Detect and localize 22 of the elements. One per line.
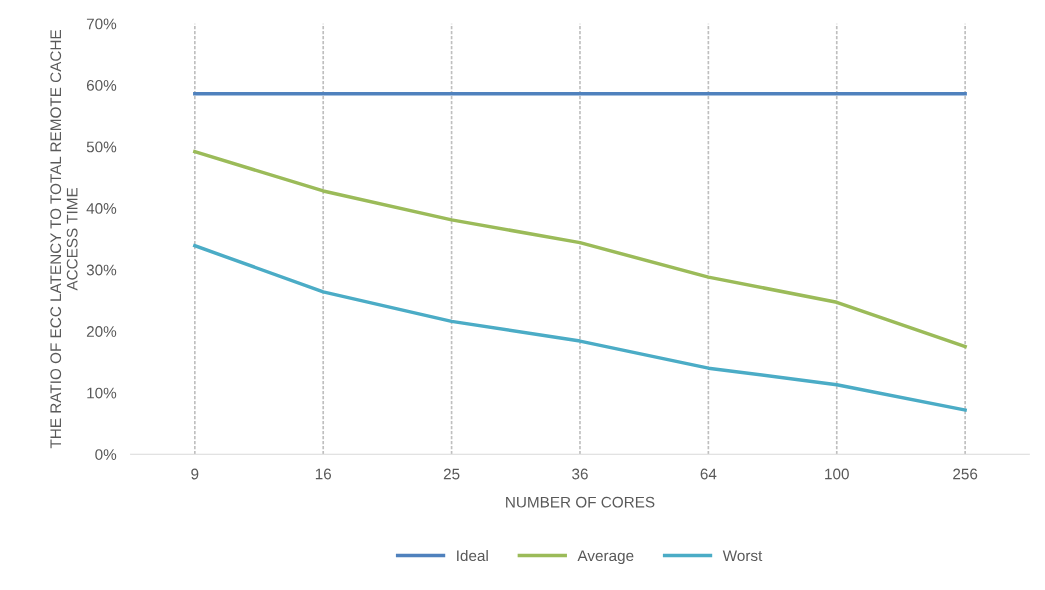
legend-label: Ideal: [457, 549, 488, 562]
line-series: [193, 243, 967, 412]
line-series: [193, 149, 967, 349]
y-tick-label: 50%: [86, 141, 117, 153]
y-tick-label: 60%: [86, 80, 117, 91]
x-tick-label: 16: [315, 468, 332, 480]
y-tick-label: 10%: [87, 387, 117, 399]
x-tick-label: 36: [572, 468, 588, 480]
y-tick-label: 0%: [95, 449, 117, 460]
x-tick-label: 64: [700, 468, 717, 480]
y-tick-label: 40%: [86, 203, 117, 214]
x-tick-label: 100: [825, 468, 849, 480]
y-axis-title: THE RATIO OF ECC LATENCY TO TOTAL REMOTE CACHE ACCESS TIME: [50, 30, 78, 449]
legend-label: Worst: [722, 550, 763, 562]
x-axis-title: NUMBER OF CORES: [506, 496, 655, 508]
x-tick-label: 9: [191, 468, 199, 480]
legend-label: Average: [577, 550, 634, 565]
y-tick-label: 70%: [86, 18, 117, 30]
y-tick-label: 20%: [86, 326, 117, 337]
x-tick-label: 256: [953, 468, 978, 480]
y-tick-label: 30%: [86, 264, 117, 276]
x-tick-label: 25: [443, 468, 460, 480]
